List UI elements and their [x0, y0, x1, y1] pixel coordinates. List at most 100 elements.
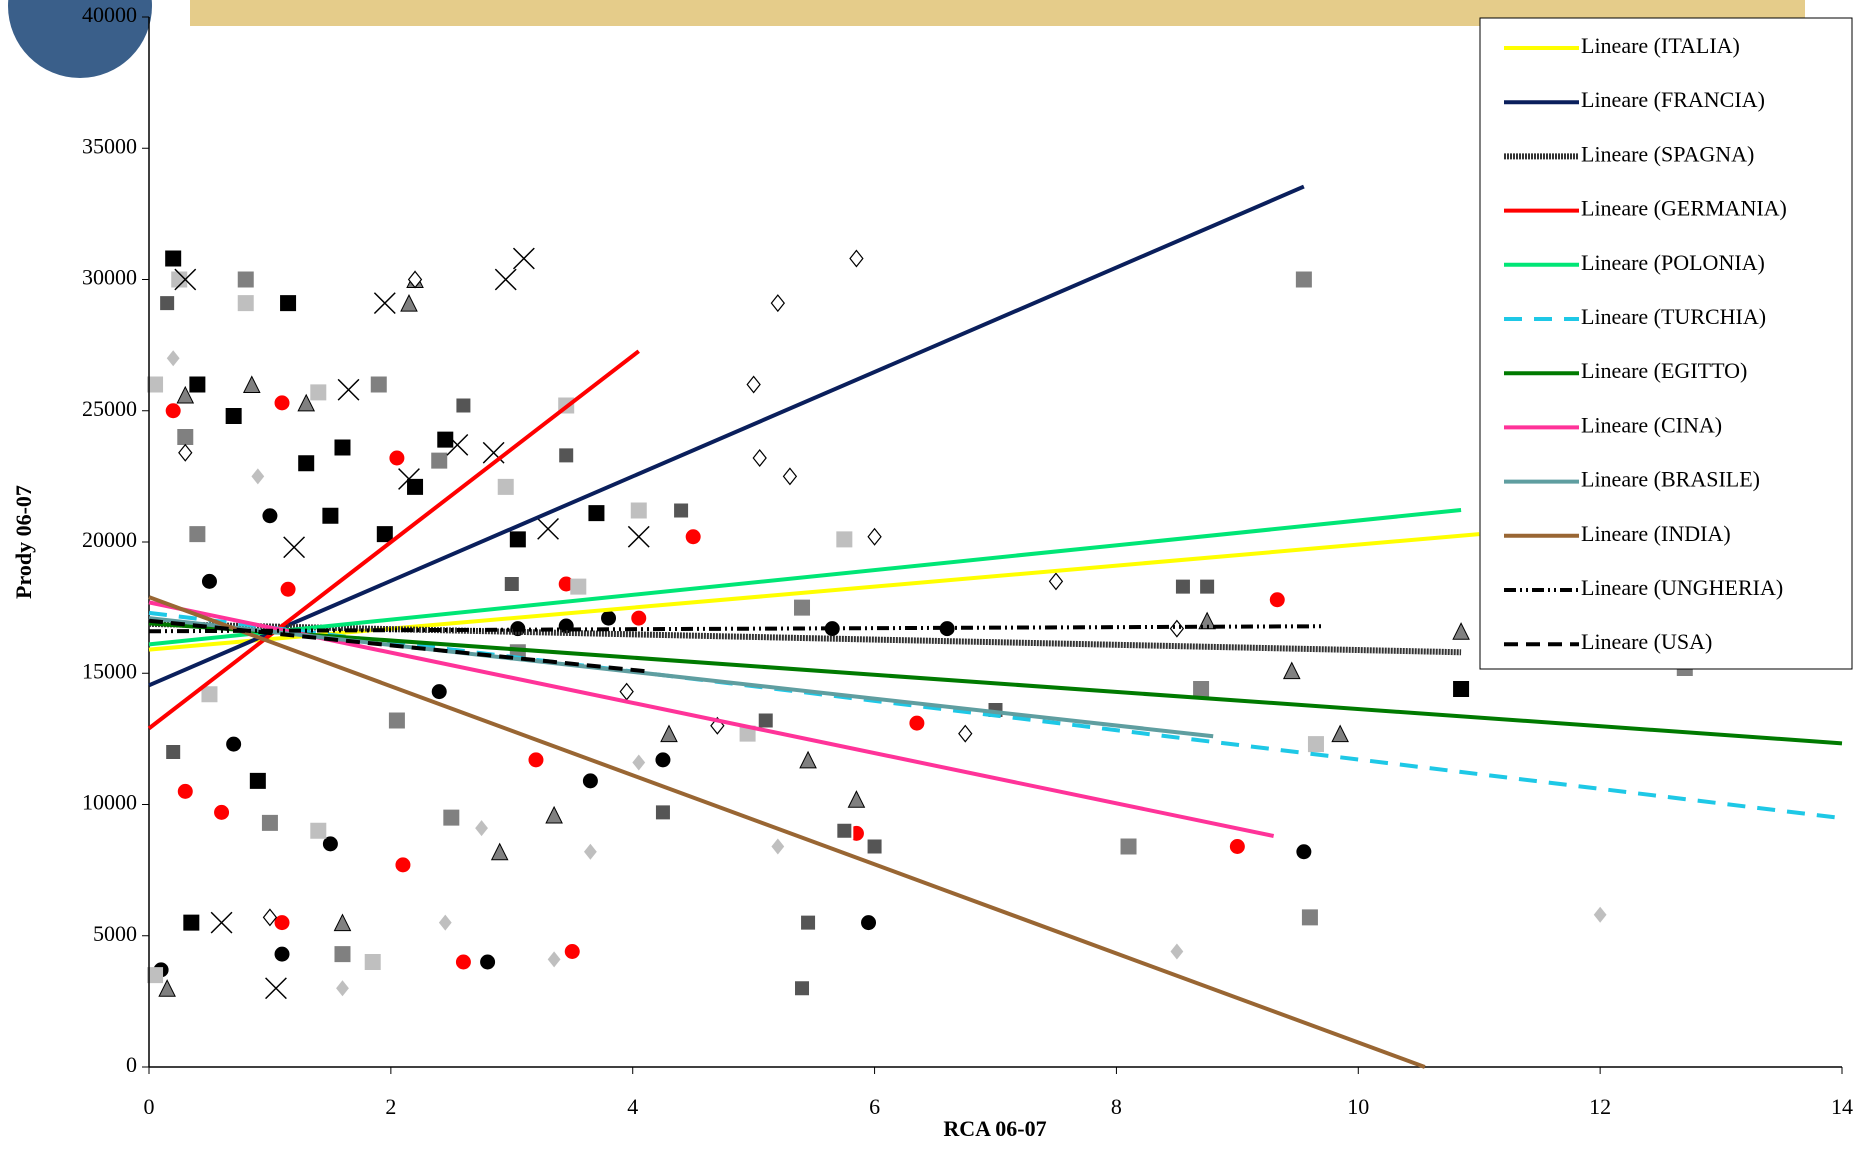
x-tick-label: 6	[869, 1094, 880, 1119]
point	[176, 782, 194, 800]
trend-line	[148, 618, 646, 674]
trend-line	[148, 595, 1426, 1069]
point	[847, 790, 866, 808]
legend-label: Lineare (BRASILE)	[1581, 467, 1760, 492]
point	[1228, 838, 1246, 855]
point	[210, 911, 233, 934]
point	[1452, 622, 1470, 640]
trend-line	[148, 532, 1480, 652]
point	[283, 536, 306, 559]
point	[251, 468, 265, 485]
legend-label: Lineare (FRANCIA)	[1581, 87, 1765, 112]
x-axis-title: RCA 06-07	[943, 1116, 1046, 1141]
point	[237, 295, 254, 312]
point	[752, 449, 767, 467]
point	[475, 820, 488, 837]
point	[908, 714, 926, 732]
point	[1331, 724, 1349, 743]
legend-label: Lineare (ITALIA)	[1581, 33, 1740, 58]
point	[588, 505, 605, 522]
legend-label: Lineare (POLONIA)	[1581, 250, 1765, 275]
point	[849, 249, 864, 268]
point	[494, 268, 517, 291]
point	[446, 433, 469, 456]
point	[334, 946, 351, 963]
point	[619, 682, 634, 701]
point	[174, 268, 197, 291]
point	[336, 980, 349, 997]
y-tick-label: 0	[126, 1052, 137, 1077]
point	[225, 735, 243, 753]
point	[337, 378, 360, 401]
point	[502, 575, 521, 593]
trend-line	[148, 621, 1843, 746]
point	[782, 467, 798, 486]
y-tick-label: 25000	[82, 396, 137, 421]
point	[684, 528, 702, 546]
legend-label: Lineare (EGITTO)	[1581, 358, 1747, 383]
point	[799, 750, 817, 769]
point	[310, 822, 327, 839]
point	[1198, 577, 1217, 596]
point	[454, 396, 473, 415]
point	[273, 945, 291, 963]
legend-label: Lineare (INDIA)	[1581, 521, 1731, 546]
x-tick-label: 8	[1111, 1094, 1122, 1119]
point	[660, 724, 678, 743]
legend-label: Lineare (SPAGNA)	[1581, 141, 1754, 166]
point	[653, 803, 672, 822]
point	[746, 375, 761, 394]
point	[398, 468, 420, 490]
point	[770, 294, 785, 313]
point	[739, 725, 756, 742]
point	[479, 953, 497, 971]
x-tick-label: 4	[627, 1094, 638, 1119]
point	[454, 953, 472, 971]
point	[430, 683, 448, 701]
y-tick-label: 40000	[82, 2, 137, 27]
point	[867, 527, 882, 546]
point	[547, 951, 561, 968]
point	[563, 943, 581, 960]
point	[262, 908, 278, 927]
point	[627, 525, 650, 548]
legend-label: Lineare (CINA)	[1581, 412, 1722, 437]
point	[497, 478, 514, 495]
x-tick-label: 12	[1589, 1094, 1611, 1119]
point	[177, 429, 194, 445]
point	[213, 803, 231, 821]
point	[836, 531, 853, 548]
point	[482, 441, 505, 464]
point	[298, 455, 315, 472]
point	[273, 394, 291, 412]
y-tick-label: 5000	[93, 921, 137, 946]
point	[1453, 681, 1470, 697]
point	[158, 294, 177, 313]
point	[225, 408, 242, 424]
point	[1169, 619, 1185, 638]
point	[407, 270, 423, 289]
point	[261, 507, 279, 525]
point	[158, 979, 176, 997]
point	[364, 954, 381, 970]
point	[407, 478, 424, 495]
point	[394, 856, 412, 874]
y-tick-label: 10000	[82, 790, 137, 815]
trend-line	[148, 610, 1843, 821]
point	[438, 914, 452, 931]
point	[147, 967, 164, 984]
point	[237, 271, 254, 288]
point	[261, 814, 278, 831]
y-axis-title: Prody 06-07	[11, 485, 36, 599]
y-tick-label: 20000	[82, 527, 137, 552]
point	[321, 835, 339, 853]
point	[860, 914, 878, 932]
point	[443, 809, 460, 826]
point	[672, 501, 691, 520]
y-tick-label: 35000	[82, 133, 137, 158]
point	[799, 913, 818, 932]
legend-box	[1479, 17, 1853, 670]
x-tick-label: 14	[1831, 1094, 1853, 1119]
point	[1593, 906, 1607, 923]
